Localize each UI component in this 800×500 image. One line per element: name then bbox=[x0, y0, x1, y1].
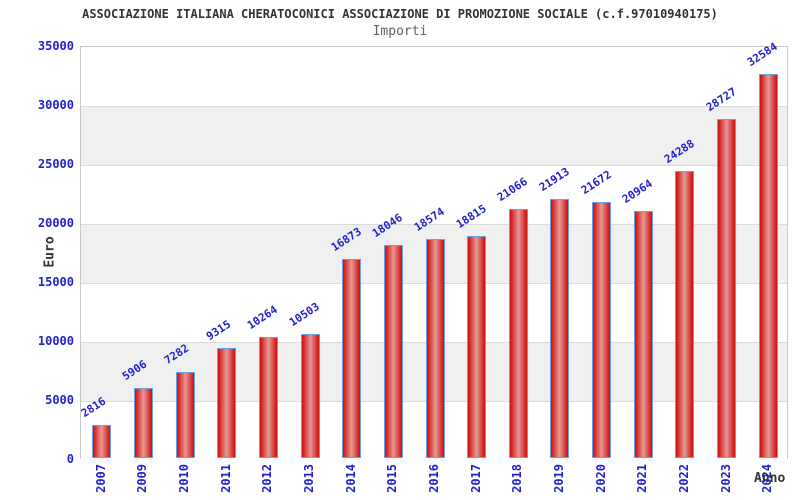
gridline bbox=[81, 224, 787, 225]
plot-band bbox=[81, 47, 787, 106]
plot-band bbox=[81, 165, 787, 224]
chart-title: ASSOCIAZIONE ITALIANA CHERATOCONICI ASSO… bbox=[82, 7, 718, 21]
plot-band bbox=[81, 106, 787, 165]
y-tick-label: 0 bbox=[66, 452, 74, 466]
bar bbox=[550, 199, 569, 458]
x-tick-label: 2009 bbox=[135, 464, 149, 493]
gridline bbox=[81, 165, 787, 166]
x-tick-label: 2017 bbox=[469, 464, 483, 493]
y-axis-title: Euro bbox=[42, 236, 58, 268]
x-tick-label: 2015 bbox=[385, 464, 399, 493]
x-tick-label: 2012 bbox=[260, 464, 274, 493]
x-tick-label: 2014 bbox=[344, 464, 358, 493]
bar bbox=[342, 259, 361, 458]
bar bbox=[592, 202, 611, 458]
x-tick-label: 2010 bbox=[177, 464, 191, 493]
bar bbox=[426, 239, 445, 458]
bar bbox=[134, 388, 153, 458]
x-tick-label: 2016 bbox=[427, 464, 441, 493]
bar bbox=[217, 348, 236, 458]
bar bbox=[384, 245, 403, 458]
y-tick-label: 5000 bbox=[45, 393, 74, 407]
gridline bbox=[81, 106, 787, 107]
plot-area: 2816 5906 7282 9315 10264 10503 16873 18046 1857… bbox=[79, 40, 788, 460]
y-tick-label: 20000 bbox=[37, 216, 74, 230]
bar bbox=[675, 171, 694, 458]
bar bbox=[176, 372, 195, 458]
y-tick-label: 25000 bbox=[37, 157, 74, 171]
x-axis-title: Anno bbox=[754, 471, 786, 486]
bar bbox=[717, 119, 736, 458]
x-tick-label: 2011 bbox=[219, 464, 233, 493]
bar bbox=[259, 337, 278, 458]
x-tick-label: 2021 bbox=[635, 464, 649, 493]
bar bbox=[92, 425, 111, 458]
bar bbox=[634, 211, 653, 458]
bar bbox=[509, 209, 528, 458]
bar bbox=[467, 236, 486, 458]
x-tick-label: 2007 bbox=[94, 464, 108, 493]
x-tick-label: 2019 bbox=[552, 464, 566, 493]
y-tick-label: 30000 bbox=[37, 98, 74, 112]
x-tick-label: 2020 bbox=[594, 464, 608, 493]
y-tick-label: 10000 bbox=[37, 334, 74, 348]
x-tick-label: 2013 bbox=[302, 464, 316, 493]
chart-subtitle: Importi bbox=[372, 24, 428, 39]
bar bbox=[759, 74, 778, 458]
x-tick-label: 2023 bbox=[719, 464, 733, 493]
y-tick-label: 15000 bbox=[37, 275, 74, 289]
x-tick-label: 2018 bbox=[510, 464, 524, 493]
bar bbox=[301, 334, 320, 458]
y-tick-label: 35000 bbox=[37, 39, 74, 53]
x-tick-label: 2022 bbox=[677, 464, 691, 493]
